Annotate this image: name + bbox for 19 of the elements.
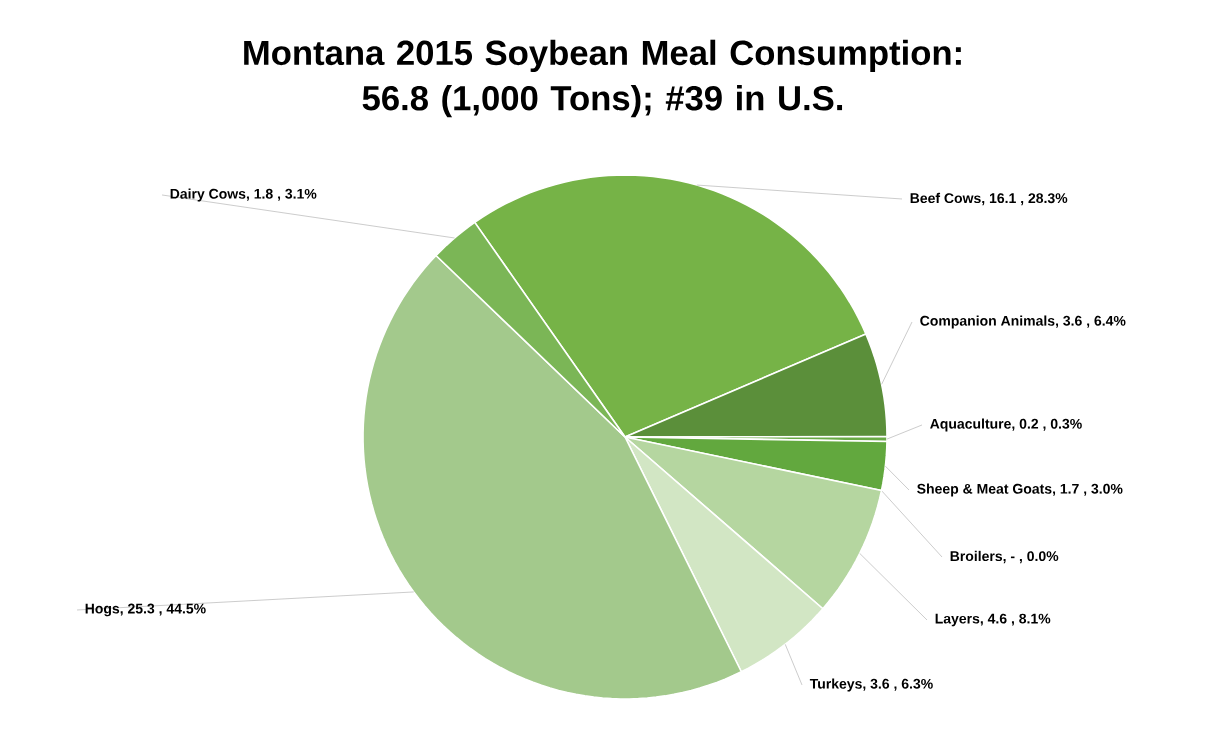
data-label: , 4.6 , 8.1% (980, 613, 1051, 626)
data-label: , 1.7 , 3.0% (1053, 483, 1123, 496)
data-label: , 25.3 , 44.5% (120, 603, 206, 616)
data-label: , 3.6 , 6.4% (1056, 315, 1126, 328)
slice-label: Dairy Cows (170, 188, 246, 202)
chart-title: Montana 2015 Soybean Meal Consumption: 56.8 (1,000 Tons); #39 in U.S. (244, 39, 961, 118)
data-label: , 1.8 , 3.1% (246, 188, 317, 201)
slice-label: Aquaculture (930, 418, 1011, 432)
slice-label: Beef Cows (910, 192, 981, 204)
slice-label: Companion Animals (920, 315, 1055, 329)
text: , - , 0.0% (1003, 551, 1059, 564)
data-label: , 3.6 , 6.3% (863, 678, 933, 691)
slice-label: Hogs (85, 603, 120, 617)
slice-label: Sheep & Meat Goats (917, 483, 1052, 497)
slice-label: Turkeys (809, 678, 862, 692)
slice-label: Layers (935, 613, 980, 627)
data-label: , 16.1 , 28.3% (982, 193, 1068, 206)
category-label: Broilers (950, 550, 1003, 562)
data-label: , 0.2 , 0.3% (1012, 418, 1082, 431)
